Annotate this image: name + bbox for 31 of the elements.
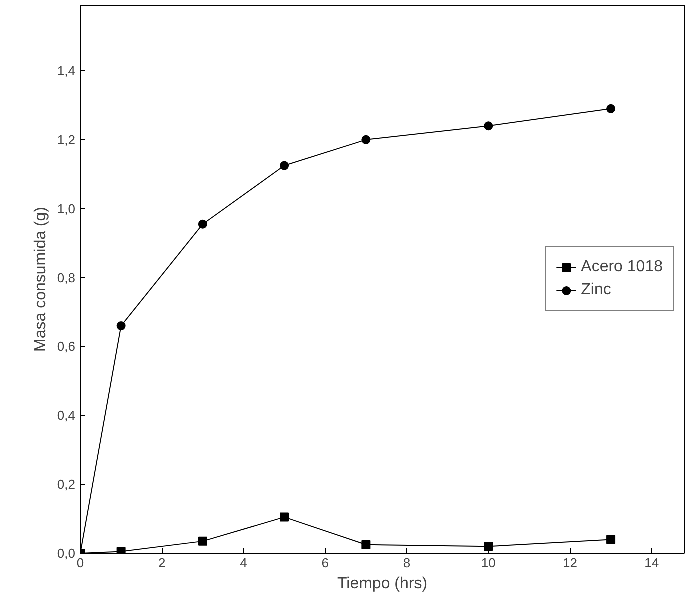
- point: [198, 220, 208, 229]
- point: [484, 542, 494, 552]
- y-tick-label: 0,2: [57, 477, 76, 492]
- point: [362, 540, 371, 550]
- y-tick-label: 1,2: [57, 132, 76, 148]
- x-tick-label: 14: [644, 556, 660, 570]
- point: [484, 122, 494, 131]
- point: [280, 161, 290, 170]
- x-tick-label: 2: [158, 556, 166, 570]
- x-tick-label: 6: [322, 556, 329, 570]
- x-tick-label: 4: [240, 556, 248, 570]
- x-tick-label: 12: [563, 556, 578, 570]
- point: [606, 104, 616, 114]
- y-tick-label: 1,4: [57, 63, 76, 78]
- x-tick-label: 8: [403, 556, 411, 570]
- point: [280, 512, 290, 522]
- legend-label: Acero 1018: [581, 258, 663, 276]
- x-tick-label: 0: [76, 556, 84, 570]
- y-tick-label: 1,0: [57, 201, 76, 216]
- y-axis-title: Masa consumida (g): [32, 207, 50, 352]
- y-tick-label: 0,8: [57, 270, 76, 286]
- y-tick-label: 0,6: [57, 339, 76, 354]
- point: [606, 535, 616, 544]
- y-tick-label: 0,4: [57, 408, 76, 424]
- x-axis-title: Tiempo (hrs): [337, 576, 428, 592]
- point: [198, 536, 208, 546]
- point: [362, 135, 371, 144]
- y-tick-label: 0,0: [57, 546, 76, 561]
- point: [116, 322, 126, 331]
- legend-label: Zinc: [581, 282, 612, 300]
- x-tick-label: 10: [481, 556, 496, 570]
